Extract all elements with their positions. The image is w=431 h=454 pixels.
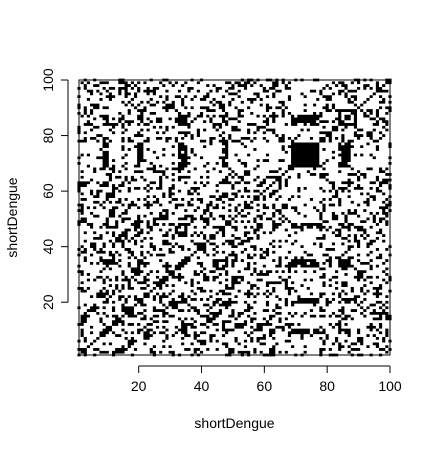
y-tick-label: 60 [40,183,56,199]
x-axis: 20 40 60 80 100 [131,366,402,394]
x-tick-label: 80 [319,378,335,394]
x-tick-label: 40 [194,378,210,394]
y-axis-title: shortDengue [4,177,20,257]
y-tick-label: 20 [40,294,56,310]
recurrence-cell-set [77,79,391,357]
x-axis-title: shortDengue [194,415,274,431]
recurrence-cells [77,79,391,357]
y-tick-label: 40 [40,239,56,255]
x-tick-label: 60 [257,378,273,394]
x-tick-label: 100 [378,378,402,394]
y-axis: 20 40 60 80 100 [40,68,68,310]
y-tick-label: 100 [40,68,56,92]
x-tick-label: 20 [131,378,147,394]
y-tick-label: 80 [40,128,56,144]
